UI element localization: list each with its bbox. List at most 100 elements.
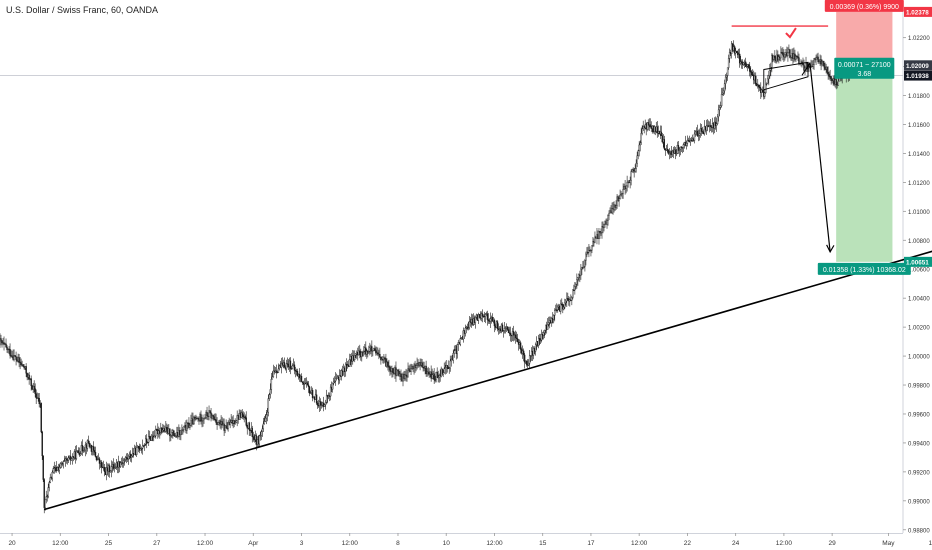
- candle-body: [603, 224, 605, 228]
- candle-body: [635, 163, 637, 169]
- y-tick-label: 0.99600: [908, 412, 930, 418]
- candle-body: [751, 72, 753, 75]
- candle-body: [316, 402, 319, 406]
- candle-body: [539, 339, 542, 342]
- candle-body: [162, 429, 164, 432]
- candle-body: [270, 379, 273, 390]
- candle-body: [58, 467, 60, 471]
- candle-body: [762, 89, 764, 93]
- x-tick-label: 12:00: [776, 540, 793, 547]
- candle-body: [206, 412, 208, 417]
- candle-body: [142, 445, 144, 449]
- candle-body: [333, 380, 336, 382]
- candle-body: [319, 401, 322, 406]
- candle-body: [146, 438, 148, 443]
- candle-body: [131, 453, 134, 457]
- price-tag-bg: [904, 256, 932, 267]
- candle-body: [324, 401, 327, 406]
- candle-body: [22, 364, 24, 367]
- candle-body: [571, 297, 573, 301]
- take-profit-zone: [836, 65, 893, 262]
- candle-body: [685, 143, 688, 146]
- x-tick-label: 10: [443, 540, 451, 547]
- candle-body: [18, 357, 20, 363]
- y-tick-label: 1.00200: [908, 326, 930, 332]
- candle-body: [301, 381, 304, 383]
- x-tick-label: 20: [8, 540, 16, 547]
- candle-body: [323, 404, 326, 407]
- candle-body: [736, 52, 739, 56]
- stop-label: 0.00369 (0.36%) 9900: [824, 0, 904, 12]
- candle-body: [431, 374, 433, 379]
- candle-body: [189, 425, 191, 428]
- candle-body: [388, 365, 390, 368]
- candle-body: [452, 353, 454, 361]
- y-tick-label: 0.99200: [908, 470, 930, 476]
- candle-body: [86, 440, 89, 449]
- candle-body: [387, 361, 389, 367]
- candle-body: [698, 133, 701, 136]
- candle-body: [87, 440, 90, 444]
- candle-body: [19, 361, 21, 363]
- candle-body: [573, 289, 575, 291]
- projection-arrowhead: [826, 244, 835, 254]
- candle-body: [234, 422, 236, 424]
- candle-body: [0, 338, 2, 341]
- candle-body: [565, 300, 567, 304]
- candle-body: [641, 128, 643, 134]
- candle-body: [547, 324, 549, 330]
- candle-body: [396, 369, 398, 376]
- candle-body: [175, 435, 177, 437]
- candle-body: [374, 348, 376, 351]
- candle-body: [226, 427, 228, 429]
- candle-body: [6, 346, 8, 350]
- candle-body: [727, 58, 730, 68]
- candle-body: [183, 426, 185, 430]
- candle-body: [822, 60, 824, 64]
- candle-body: [489, 318, 492, 322]
- candle-body: [674, 149, 677, 154]
- candle-body: [262, 423, 265, 430]
- candle-body: [724, 76, 727, 84]
- candle-body: [774, 55, 776, 58]
- candle-body: [268, 394, 271, 399]
- candle-body: [369, 347, 371, 352]
- candle-body: [686, 139, 689, 144]
- candle-body: [100, 461, 103, 468]
- candle-body: [514, 334, 517, 339]
- candle-body: [266, 411, 269, 416]
- candle-body: [504, 327, 507, 329]
- candle-body: [748, 64, 750, 68]
- candle-body: [124, 457, 127, 460]
- candle-body: [186, 422, 188, 431]
- candle-body: [553, 315, 555, 320]
- candle-body: [787, 52, 789, 57]
- candle-body: [171, 432, 173, 436]
- candle-body: [660, 131, 662, 136]
- x-tick-label: 12:00: [342, 540, 359, 547]
- candle-body: [453, 350, 455, 354]
- candle-body: [587, 251, 589, 254]
- candle-body: [493, 319, 496, 327]
- candle-body: [248, 422, 250, 431]
- x-tick-label: 15: [539, 540, 547, 547]
- candle-body: [725, 75, 728, 78]
- flag-channel: [763, 61, 809, 91]
- candle-body: [379, 353, 381, 358]
- candle-body: [496, 321, 499, 329]
- entry-label-text: 3.68: [857, 71, 871, 78]
- price-tag-bg: [904, 70, 932, 81]
- candle-body: [208, 410, 210, 417]
- candle-body: [678, 149, 681, 151]
- candle-body: [81, 445, 84, 452]
- candle-body: [137, 446, 140, 449]
- candle-body: [764, 92, 766, 97]
- candle-body: [661, 135, 663, 143]
- candle-body: [784, 54, 786, 58]
- candle-body: [677, 145, 680, 151]
- candle-body: [811, 65, 813, 68]
- y-tick-label: 0.98800: [908, 528, 930, 534]
- candle-body: [728, 52, 731, 59]
- candle-body: [267, 398, 270, 413]
